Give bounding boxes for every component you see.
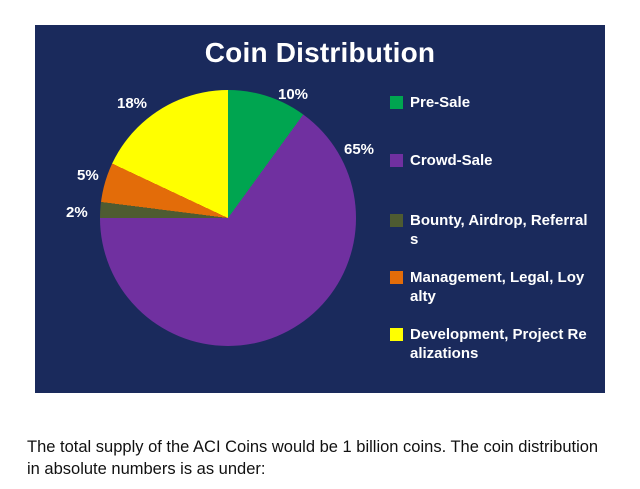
legend-item-management: Management, Legal, Loyalty: [390, 268, 590, 306]
legend-item-development: Development, Project Realizations: [390, 325, 590, 363]
legend-label-pre-sale: Pre-Sale: [410, 94, 471, 111]
chart-title: Coin Distribution: [204, 37, 436, 68]
body-text: The total supply of the ACI Coins would …: [27, 438, 599, 479]
legend-label-management: Management, Legal, Loyalty: [410, 269, 585, 306]
coin-distribution-chart: Coin Distribution 10% 65% 2% 5% 18% Pre-…: [35, 25, 605, 393]
pie-area: 10% 65% 2% 5% 18% Pre-Sale Crowd-Sale Bo…: [35, 25, 605, 393]
legend-swatch-bounty: [390, 214, 403, 228]
pie-label-pre-sale: 10%: [278, 86, 309, 103]
pie-label-development: 18%: [117, 95, 148, 112]
pie-label-management: 5%: [77, 167, 99, 184]
legend-item-crowd-sale: Crowd-Sale: [390, 151, 590, 170]
legend-label-bounty: Bounty, Airdrop, Referrals: [410, 212, 588, 249]
pie-label-bounty: 2%: [66, 204, 88, 221]
legend-swatch-crowd-sale: [390, 154, 403, 168]
legend-label-crowd-sale: Crowd-Sale: [410, 152, 493, 170]
chart-legend: Pre-Sale Crowd-Sale Bounty, Airdrop, Ref…: [390, 93, 590, 363]
legend-item-pre-sale: Pre-Sale: [390, 93, 590, 112]
legend-swatch-pre-sale: [390, 96, 403, 109]
pie-label-crowd-sale: 65%: [344, 141, 375, 158]
legend-swatch-development: [390, 328, 403, 342]
legend-item-bounty: Bounty, Airdrop, Referrals: [390, 211, 590, 249]
legend-label-development: Development, Project Realizations: [410, 326, 587, 363]
pie-chart: [100, 90, 356, 346]
legend-swatch-management: [390, 271, 403, 285]
